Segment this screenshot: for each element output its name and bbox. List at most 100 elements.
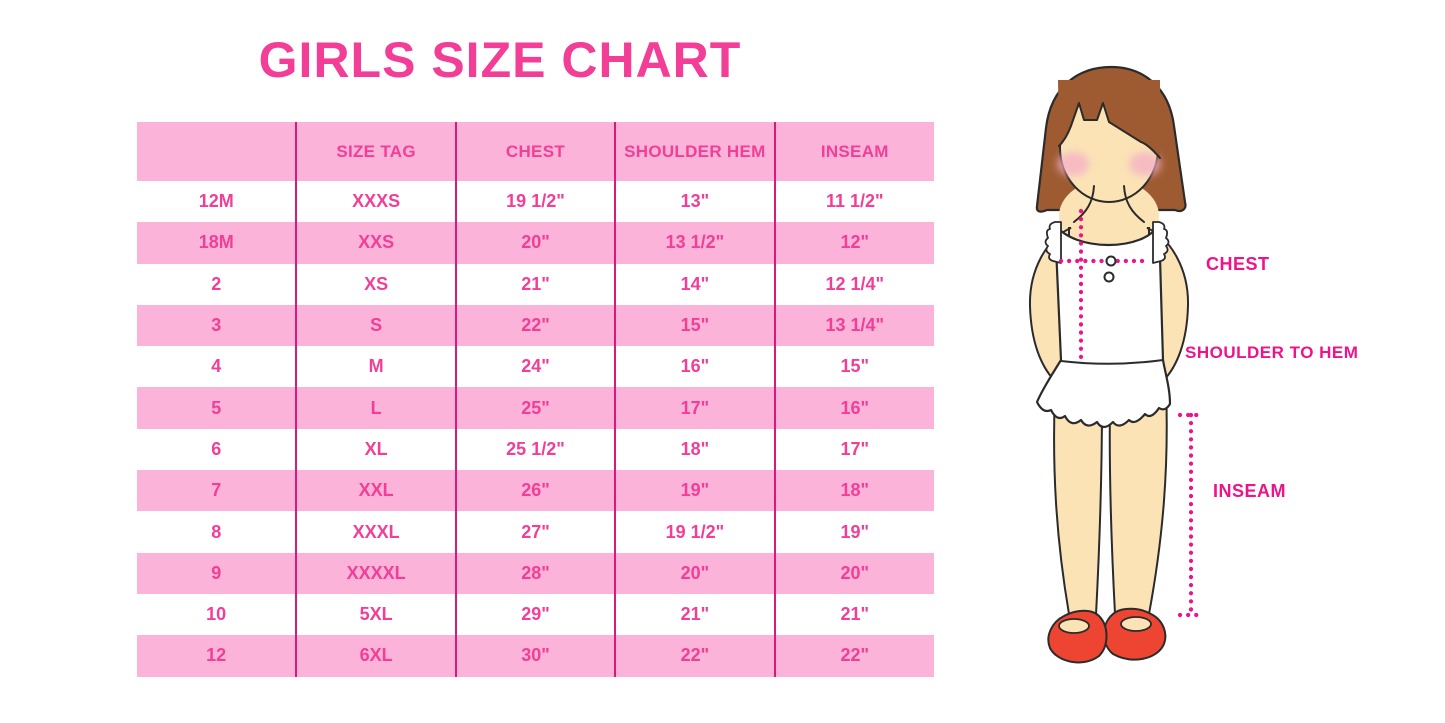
table-cell: 20" (614, 552, 775, 594)
page-title: GIRLS SIZE CHART (258, 32, 742, 88)
table-cell: 20" (773, 552, 934, 594)
size-table-body: 12M XXXS 19 1/2" 13" 11 1/2" 18M XXS 20" 13 1/2"… (137, 181, 934, 677)
table-cell: 9 (211, 562, 222, 583)
table-cell: 24" (454, 346, 616, 388)
girl-ruffle-right (1152, 221, 1170, 264)
table-cell: 16" (773, 387, 934, 429)
table-row: 8 XXXL 27" 19 1/2" 19" (137, 511, 934, 553)
table-cell: 4 (211, 356, 222, 377)
table-cell: 17" (773, 428, 934, 471)
shoulder-to-hem-measure-label: SHOULDER TO HEM (1185, 343, 1359, 362)
girl-dress (1035, 222, 1172, 429)
table-cell: 30" (454, 635, 616, 677)
table-row: 4 M 24" 16" 15" (137, 346, 934, 388)
table-cell: S (295, 304, 456, 347)
header-cell-shoulder-hem: SHOULDER HEM (614, 122, 775, 181)
table-cell: 18" (614, 428, 775, 471)
table-cell: L (295, 387, 456, 429)
girl-neck-skin (1059, 179, 1159, 253)
table-cell: 8 (211, 521, 222, 542)
table-cell: 12 1/4" (773, 263, 934, 305)
table-row: 3 S 22" 15" 13 1/4" (137, 304, 934, 347)
table-cell: 18M (198, 232, 234, 253)
table-cell: 29" (454, 593, 616, 636)
girl-waist-seam (1060, 359, 1164, 365)
table-row: 10 5XL 29" 21" 21" (137, 593, 934, 636)
table-cell: 12M (198, 191, 234, 212)
table-cell: 14" (614, 263, 775, 305)
size-table: SIZE TAG CHEST SHOULDER HEM INSEAM 12M XX… (137, 122, 934, 677)
inseam-measure-label: INSEAM (1213, 481, 1287, 501)
inseam-dotted-line (1177, 412, 1203, 618)
table-row: 18M XXS 20" 13 1/2" 12" (137, 222, 934, 264)
table-cell: 7 (211, 480, 222, 501)
table-cell: 21" (614, 593, 775, 636)
table-cell: 17" (614, 387, 775, 429)
table-cell: 27" (454, 511, 616, 553)
table-cell: 6 (211, 438, 222, 459)
table-cell: 5XL (295, 593, 456, 636)
girl-shoes (1047, 607, 1167, 664)
table-cell: 19 1/2" (454, 181, 616, 223)
table-cell: 20" (454, 222, 616, 264)
table-cell: 25 1/2" (454, 428, 616, 471)
header-cell-chest: CHEST (454, 122, 616, 181)
table-cell: XXL (295, 470, 456, 512)
chest-measure-label: CHEST (1206, 254, 1270, 274)
table-cell: 15" (614, 304, 775, 347)
table-cell: 10 (206, 604, 227, 625)
table-cell: XXXL (295, 511, 456, 553)
size-table-header: SIZE TAG CHEST SHOULDER HEM INSEAM (137, 122, 934, 181)
table-cell: 19 1/2" (614, 511, 775, 553)
header-cell-size-tag: SIZE TAG (295, 122, 456, 181)
table-cell: 26" (454, 470, 616, 512)
table-cell: 13" (614, 181, 775, 223)
girl-figure-illustration (1028, 65, 1203, 664)
table-cell: 6XL (295, 635, 456, 677)
table-cell: XXS (295, 222, 456, 264)
girl-blush-right (1129, 152, 1161, 176)
table-cell: 22" (614, 635, 775, 677)
header-cell-inseam: INSEAM (773, 122, 934, 181)
table-cell: 21" (773, 593, 934, 636)
table-cell: XS (295, 263, 456, 305)
table-cell: XXXXL (295, 552, 456, 594)
table-cell: 13 1/4" (773, 304, 934, 347)
table-cell: M (295, 346, 456, 388)
table-cell: 12" (773, 222, 934, 264)
table-row: 2 XS 21" 14" 12 1/4" (137, 263, 934, 305)
table-cell: 5 (211, 397, 222, 418)
table-cell: 3 (211, 315, 222, 336)
table-row: 12 6XL 30" 22" 22" (137, 635, 934, 677)
girl-dress-button-2 (1103, 271, 1115, 283)
table-cell: 21" (454, 263, 616, 305)
table-cell: XL (295, 428, 456, 471)
table-cell: 22" (773, 635, 934, 677)
table-row: 5 L 25" 17" 16" (137, 387, 934, 429)
table-row: 7 XXL 26" 19" 18" (137, 470, 934, 512)
table-cell: 13 1/2" (614, 222, 775, 264)
girl-ruffle-left (1044, 221, 1062, 264)
table-cell: 15" (773, 346, 934, 388)
girl-bangs-edge (1058, 102, 1161, 159)
table-row: 6 XL 25 1/2" 18" 17" (137, 428, 934, 471)
header-cell-blank (137, 122, 296, 181)
table-cell: 19" (773, 511, 934, 553)
table-row: 9 XXXXL 28" 20" 20" (137, 552, 934, 594)
table-cell: XXXS (295, 181, 456, 223)
girl-blush-left (1057, 152, 1089, 176)
table-row: 12M XXXS 19 1/2" 13" 11 1/2" (137, 181, 934, 223)
table-cell: 25" (454, 387, 616, 429)
table-cell: 19" (614, 470, 775, 512)
girl-neck-lines (1073, 185, 1145, 223)
table-cell: 16" (614, 346, 775, 388)
table-cell: 11 1/2" (773, 181, 934, 223)
table-cell: 22" (454, 304, 616, 347)
table-cell: 2 (211, 273, 222, 294)
table-cell: 28" (454, 552, 616, 594)
table-cell: 12 (206, 645, 227, 666)
table-cell: 18" (773, 470, 934, 512)
table-header-row: SIZE TAG CHEST SHOULDER HEM INSEAM (137, 122, 934, 181)
girl-dress-button-1 (1105, 255, 1117, 267)
